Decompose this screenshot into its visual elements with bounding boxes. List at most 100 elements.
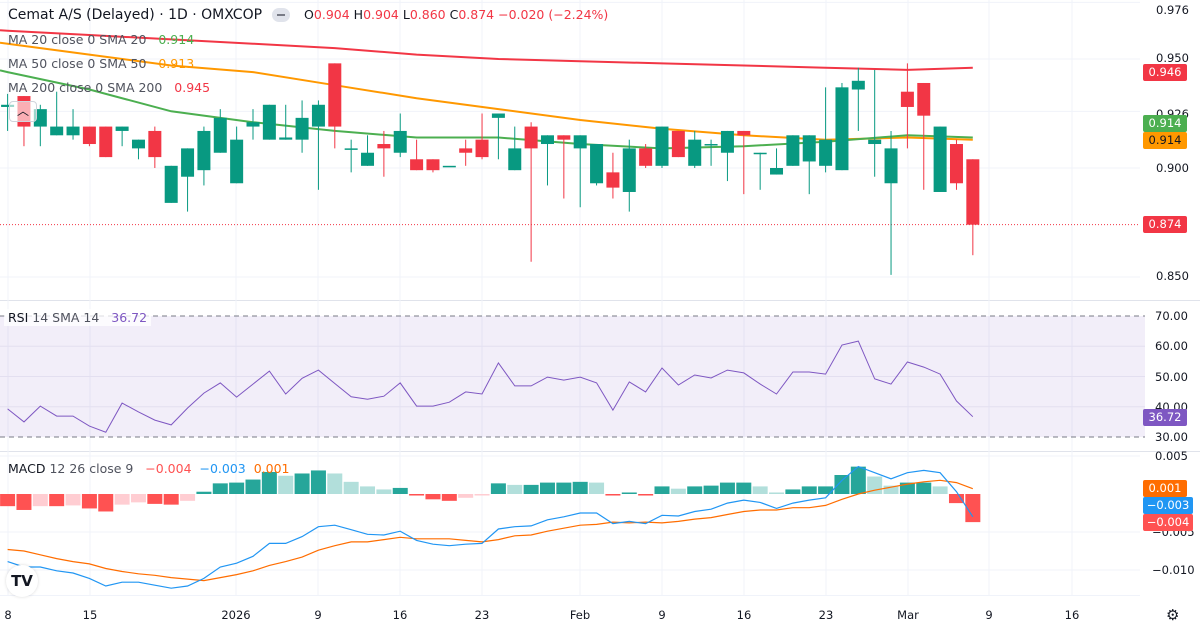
macd-histogram-bar	[916, 482, 932, 494]
legend-ma20[interactable]: MA 20 close 0 SMA 20 0.914	[8, 32, 195, 47]
candle-body	[115, 126, 129, 131]
ma200-line	[0, 29, 973, 71]
macd-histogram-bar	[785, 489, 801, 494]
candle-body	[131, 139, 145, 149]
candle-body	[966, 159, 980, 225]
macd-histogram-bar	[294, 473, 310, 494]
candle-body	[148, 130, 162, 158]
macd-histogram-bar	[965, 494, 981, 523]
legend-macd[interactable]: MACD 12 26 close 9 −0.004 −0.003 0.001	[8, 461, 290, 476]
candle-body	[655, 126, 669, 166]
candle-body	[295, 117, 309, 140]
collapse-legend-toggle[interactable]	[272, 8, 291, 22]
last-price-tag: 0.874	[1143, 216, 1187, 233]
legend-ma50[interactable]: MA 50 close 0 SMA 50 0.913	[8, 56, 195, 71]
macd-histogram-bar	[441, 494, 457, 501]
macd-histogram-bar	[32, 494, 48, 507]
candle-body	[851, 80, 865, 90]
candle-body	[361, 152, 375, 166]
candle-body	[50, 126, 64, 136]
macd-histogram-bar	[130, 494, 146, 503]
candle-body	[181, 148, 195, 177]
macd-histogram-bar	[589, 482, 605, 494]
price-tick: 0.900	[1156, 161, 1189, 175]
candle-body	[66, 126, 80, 136]
candle-body	[524, 126, 538, 149]
macd-histogram-bar	[392, 487, 408, 494]
tradingview-logo[interactable]: TV	[6, 565, 38, 597]
time-label: 15	[82, 608, 98, 622]
candle-body	[737, 130, 751, 136]
time-label: 23	[818, 608, 834, 622]
candle-body	[557, 135, 571, 140]
time-label: 9	[314, 608, 322, 622]
symbol-header: Cemat A/S (Delayed) · 1D · OMXCOP O0.904 …	[8, 7, 608, 23]
price-tick: 0.950	[1156, 51, 1189, 65]
macd-histogram-bar	[523, 484, 539, 494]
macd-histogram-bar	[703, 485, 719, 494]
rsi-value-tag: 36.72	[1143, 409, 1187, 426]
candle-body	[606, 172, 620, 188]
macd-histogram-bar	[638, 494, 654, 496]
candle-body	[475, 139, 489, 158]
ma50-price-tag: 0.914	[1143, 132, 1187, 149]
candle-body	[868, 139, 882, 145]
candle-body	[311, 104, 325, 127]
candle-body	[688, 139, 702, 166]
macd-histogram-bar	[327, 473, 343, 494]
legend-rsi[interactable]: RSI 14 SMA 14 36.72	[4, 309, 152, 326]
candle-body	[835, 87, 849, 171]
candle-body	[393, 130, 407, 153]
candle-body	[622, 148, 636, 192]
time-label: 2026	[221, 608, 251, 622]
macd-histogram-bar	[490, 483, 506, 494]
candle-body	[900, 91, 914, 107]
macd-histogram-bar	[147, 494, 163, 504]
macd-histogram-bar	[360, 486, 376, 494]
candle-body	[33, 109, 47, 127]
macd-histogram-bar	[948, 494, 964, 504]
macd-histogram-bar	[883, 485, 899, 494]
macd-histogram-bar	[769, 492, 785, 494]
candle-body	[573, 135, 587, 149]
candle-body	[671, 130, 685, 158]
time-label: Mar	[897, 608, 919, 622]
ma20-price-tag: 0.914	[1143, 115, 1187, 132]
candle-body	[590, 144, 604, 184]
candle-body	[819, 139, 833, 166]
macd-histogram-bar	[752, 486, 768, 494]
macd-histogram-bar	[834, 475, 850, 494]
macd-histogram-bar	[278, 475, 294, 494]
macd-histogram-bar	[670, 488, 686, 494]
macd-tick: −0.010	[1152, 563, 1195, 577]
collapse-legend-button[interactable]: ︿	[9, 101, 37, 122]
macd-histogram-bar	[261, 471, 277, 494]
macd-histogram-bar	[16, 494, 32, 510]
macd-histogram-bar	[98, 494, 114, 512]
macd-histogram-bar	[196, 491, 212, 494]
macd-histogram-bar	[654, 486, 670, 494]
macd-histogram-bar	[818, 486, 834, 494]
macd-histogram-bar	[801, 486, 817, 494]
candle-body	[704, 144, 718, 146]
macd-histogram-bar	[621, 492, 637, 494]
macd-histogram-bar	[229, 482, 245, 494]
macd-histogram-bar	[458, 494, 474, 498]
candle-body	[540, 135, 554, 145]
rsi-tick: 30.00	[1155, 430, 1188, 444]
candle-body	[491, 113, 505, 118]
macd-value-tag: −0.003	[1143, 497, 1193, 514]
macd-histogram-bar	[736, 482, 752, 494]
time-label: 23	[474, 608, 490, 622]
macd-histogram-bar	[310, 470, 326, 494]
candle-body	[213, 117, 227, 153]
time-label: 9	[985, 608, 993, 622]
price-tick: 0.976	[1156, 3, 1189, 17]
gear-icon[interactable]: ⚙	[1166, 606, 1180, 624]
symbol-title[interactable]: Cemat A/S (Delayed) · 1D · OMXCOP	[8, 7, 263, 23]
macd-histogram-bar	[49, 494, 65, 507]
time-label: 9	[658, 608, 666, 622]
legend-ma200[interactable]: MA 200 close 0 SMA 200 0.945	[8, 80, 211, 95]
histogram-value-tag: −0.004	[1143, 514, 1193, 531]
